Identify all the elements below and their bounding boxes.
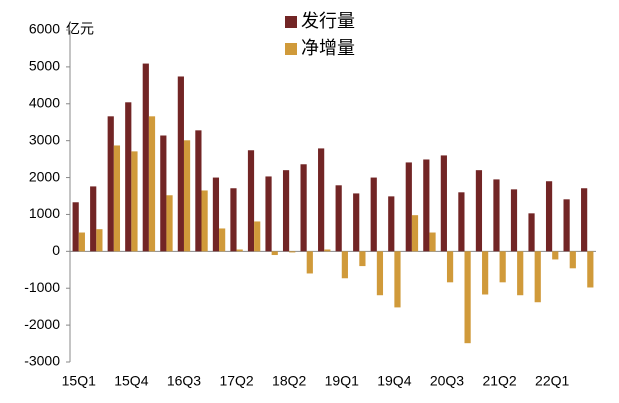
bar (195, 130, 202, 252)
bar (142, 63, 149, 252)
bar (212, 177, 220, 252)
bar (289, 251, 296, 253)
bar (335, 185, 342, 252)
y-tick-label: -1000 (24, 279, 60, 295)
bar (78, 232, 85, 252)
bar (587, 251, 594, 288)
bar (464, 251, 471, 344)
y-tick-label: 6000 (29, 21, 60, 37)
bar (201, 190, 208, 252)
bar (131, 151, 138, 252)
bar (528, 213, 535, 252)
bar (493, 179, 500, 252)
bar (219, 228, 226, 252)
bar (341, 251, 348, 279)
bar (440, 155, 447, 252)
x-tick-label: 21Q2 (482, 373, 516, 389)
bar (183, 140, 191, 252)
bar (306, 251, 313, 274)
legend-label: 发行量 (301, 11, 355, 31)
bar (353, 193, 360, 252)
bar (534, 251, 541, 303)
x-tick-label: 17Q2 (219, 373, 253, 389)
bar (394, 251, 401, 308)
bar (581, 188, 588, 252)
bar (96, 229, 103, 252)
bar (160, 135, 167, 252)
bar (370, 177, 377, 252)
y-tick-label: -2000 (24, 316, 60, 332)
bar (72, 202, 79, 252)
bar (177, 76, 184, 252)
y-tick-label: 4000 (29, 94, 60, 110)
bar (113, 145, 121, 252)
y-tick-label: 0 (52, 242, 60, 258)
bar (359, 251, 366, 267)
bar (545, 181, 553, 252)
x-tick-label: 16Q3 (167, 373, 201, 389)
bar (90, 186, 97, 252)
bar (300, 164, 307, 252)
bar (423, 159, 430, 252)
bar (405, 162, 412, 252)
legend-swatch (285, 16, 297, 28)
y-tick-label: -3000 (24, 353, 60, 369)
bar (247, 150, 255, 252)
bar (282, 170, 290, 252)
bar (499, 251, 506, 283)
bar (446, 251, 454, 283)
bar (148, 116, 156, 252)
x-tick-label: 15Q4 (114, 373, 148, 389)
bar (429, 232, 436, 252)
bar (569, 251, 576, 269)
bar (388, 196, 395, 252)
bar (125, 102, 132, 252)
y-axis-label: 亿元 (66, 21, 94, 37)
bar (552, 251, 559, 260)
bar (318, 148, 325, 252)
legend-label: 净增量 (301, 38, 355, 58)
bar (107, 116, 114, 252)
bar (236, 249, 243, 252)
y-tick-label: 3000 (29, 131, 60, 147)
bar (510, 189, 518, 252)
bar (230, 188, 237, 252)
bar (475, 170, 483, 252)
y-tick-label: 1000 (29, 205, 60, 221)
bar (517, 251, 524, 296)
x-tick-label: 22Q1 (535, 373, 569, 389)
y-tick-label: 5000 (29, 58, 60, 74)
bar (166, 195, 173, 252)
bar (324, 249, 331, 252)
legend-swatch (285, 43, 297, 55)
bar (458, 192, 465, 252)
bar (254, 221, 261, 252)
bar (482, 251, 489, 295)
bar (265, 176, 272, 252)
y-tick-label: 2000 (29, 168, 60, 184)
bar (411, 215, 419, 252)
bar (271, 251, 278, 256)
x-tick-label: 15Q1 (62, 373, 96, 389)
x-tick-label: 18Q2 (272, 373, 306, 389)
x-tick-label: 20Q3 (430, 373, 464, 389)
bar (563, 199, 570, 252)
x-tick-label: 19Q4 (377, 373, 411, 389)
bar (376, 251, 384, 296)
x-tick-label: 19Q1 (325, 373, 359, 389)
